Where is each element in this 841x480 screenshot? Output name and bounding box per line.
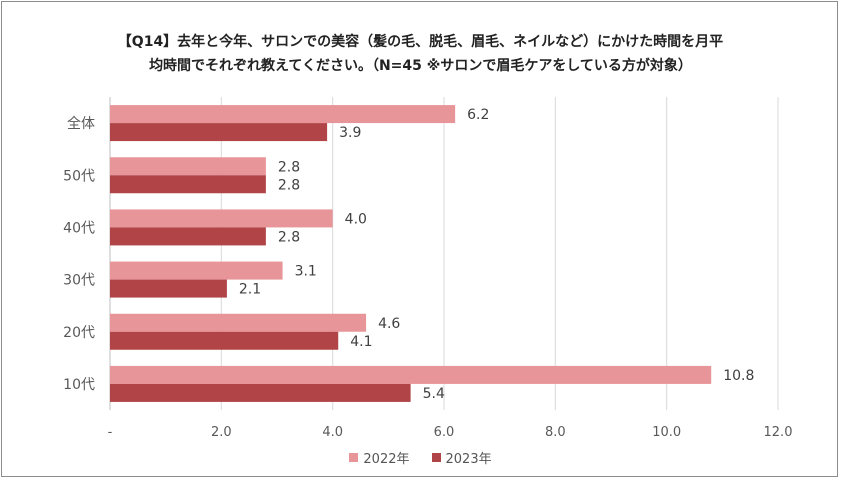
data-label: 3.9: [339, 125, 361, 141]
x-tick-label: 2.0: [211, 425, 232, 440]
chart-legend: 2022年 2023年: [0, 448, 841, 467]
bar: [110, 227, 266, 246]
bar: [110, 157, 266, 176]
legend-swatch-2022: [349, 453, 359, 462]
chart-title-line1: 【Q14】去年と今年、サロンでの美容（髪の毛、脱毛、眉毛、ネイルなど）にかけた時…: [117, 34, 724, 50]
category-label: 10代: [63, 377, 95, 393]
data-label: 2.8: [278, 229, 300, 245]
data-label: 2.1: [239, 282, 261, 298]
x-tick-label: 6.0: [434, 425, 455, 440]
bar: [110, 123, 328, 142]
data-label: 2.8: [278, 177, 300, 193]
category-label: 全体: [67, 115, 95, 132]
x-tick-label: 8.0: [545, 425, 566, 440]
chart-title: 【Q14】去年と今年、サロンでの美容（髪の毛、脱毛、眉毛、ネイルなど）にかけた時…: [0, 30, 841, 78]
category-label: 30代: [63, 273, 95, 289]
legend-item-2023: 2023年: [431, 448, 492, 467]
x-tick-label: 10.0: [652, 425, 681, 440]
category-label: 50代: [63, 168, 95, 184]
legend-label-2022: 2022年: [363, 452, 410, 467]
bar: [110, 313, 367, 332]
bar: [110, 365, 712, 384]
bar: [110, 105, 456, 124]
chart-title-line2: 均時間でそれぞれ教えてください。（N=45 ※サロンで眉毛ケアをしている方が対象…: [149, 58, 692, 74]
data-label: 6.2: [467, 107, 489, 123]
data-label: 4.0: [345, 211, 367, 227]
bar: [110, 261, 283, 280]
legend-item-2022: 2022年: [349, 448, 410, 467]
category-label: 20代: [63, 325, 95, 341]
bar: [110, 209, 333, 228]
legend-label-2023: 2023年: [445, 452, 492, 467]
x-tick-label: 12.0: [764, 425, 793, 440]
data-label: 4.6: [378, 316, 400, 332]
bar: [110, 383, 411, 402]
bar: [110, 279, 227, 298]
data-label: 2.8: [278, 159, 300, 175]
legend-swatch-2023: [431, 453, 441, 462]
data-label: 3.1: [295, 264, 317, 280]
bar: [110, 175, 266, 194]
data-label: 10.8: [723, 368, 754, 384]
x-tick-label: -: [108, 425, 113, 440]
data-label: 4.1: [350, 334, 372, 350]
x-tick-label: 4.0: [322, 425, 343, 440]
data-label: 5.4: [423, 386, 445, 402]
bar: [110, 331, 339, 350]
category-label: 40代: [63, 220, 95, 236]
